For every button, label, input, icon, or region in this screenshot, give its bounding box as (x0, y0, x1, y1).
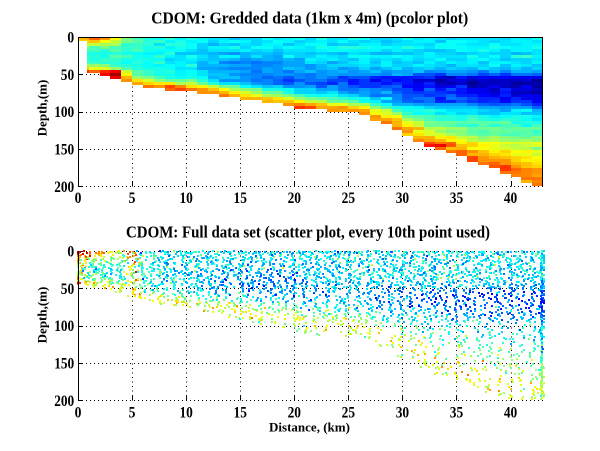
svg-text:200: 200 (54, 393, 74, 410)
svg-text:30: 30 (396, 190, 409, 207)
svg-text:5: 5 (129, 404, 136, 421)
svg-text:40: 40 (504, 190, 517, 207)
svg-text:15: 15 (234, 190, 247, 207)
svg-text:Depth,(m): Depth,(m) (35, 80, 50, 137)
svg-text:20: 20 (288, 190, 301, 207)
svg-text:5: 5 (129, 190, 136, 207)
svg-text:CDOM: Full data set (scatter p: CDOM: Full data set (scatter plot, every… (126, 223, 490, 242)
svg-text:20: 20 (288, 404, 301, 421)
svg-text:25: 25 (342, 190, 355, 207)
svg-text:Depth,(m): Depth,(m) (35, 287, 50, 344)
svg-text:40: 40 (504, 404, 517, 421)
svg-text:150: 150 (54, 141, 74, 158)
svg-text:Distance, (km): Distance, (km) (269, 419, 350, 434)
svg-text:15: 15 (234, 404, 247, 421)
svg-text:25: 25 (342, 404, 355, 421)
svg-text:35: 35 (450, 404, 463, 421)
svg-text:CDOM: Gredded data (1km x 4m): CDOM: Gredded data (1km x 4m) (pcolor pl… (151, 9, 468, 28)
svg-text:0: 0 (75, 404, 82, 421)
svg-text:10: 10 (179, 190, 192, 207)
svg-text:100: 100 (54, 104, 74, 121)
svg-text:100: 100 (54, 318, 74, 335)
svg-text:0: 0 (75, 190, 82, 207)
svg-text:200: 200 (54, 179, 74, 196)
svg-text:0: 0 (67, 244, 74, 261)
svg-text:30: 30 (396, 404, 409, 421)
svg-text:10: 10 (179, 404, 192, 421)
svg-text:50: 50 (61, 67, 74, 84)
svg-text:35: 35 (450, 190, 463, 207)
svg-text:0: 0 (67, 30, 74, 47)
svg-text:150: 150 (54, 355, 74, 372)
svg-text:50: 50 (61, 281, 74, 298)
